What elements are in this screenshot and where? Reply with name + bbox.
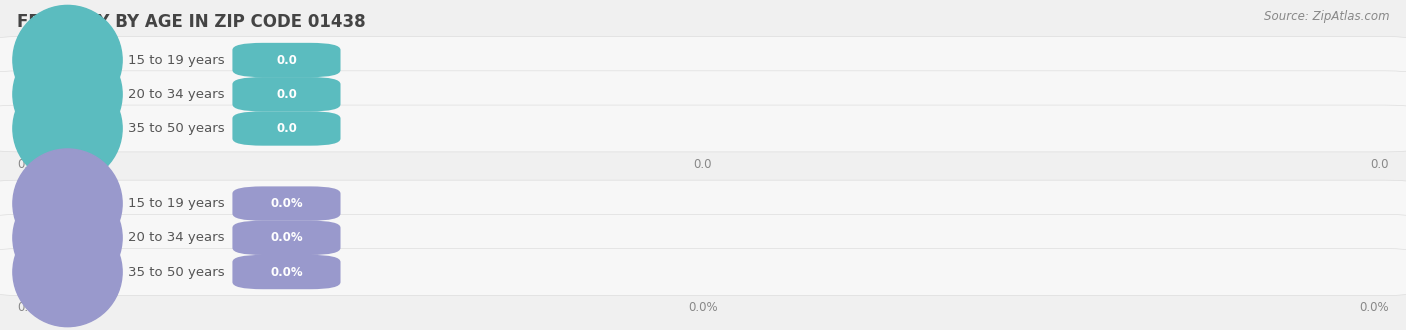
FancyBboxPatch shape bbox=[0, 180, 1406, 227]
FancyBboxPatch shape bbox=[0, 248, 1406, 295]
Ellipse shape bbox=[13, 217, 122, 327]
Text: Source: ZipAtlas.com: Source: ZipAtlas.com bbox=[1264, 10, 1389, 23]
Text: 0.0%: 0.0% bbox=[1360, 302, 1389, 314]
Text: 0.0%: 0.0% bbox=[270, 266, 302, 279]
Text: 0.0%: 0.0% bbox=[270, 197, 302, 210]
Text: 0.0: 0.0 bbox=[276, 122, 297, 135]
Ellipse shape bbox=[13, 5, 122, 115]
FancyBboxPatch shape bbox=[232, 255, 340, 289]
Ellipse shape bbox=[13, 40, 122, 149]
Text: FERTILITY BY AGE IN ZIP CODE 01438: FERTILITY BY AGE IN ZIP CODE 01438 bbox=[17, 13, 366, 31]
FancyBboxPatch shape bbox=[0, 214, 1406, 261]
FancyBboxPatch shape bbox=[0, 37, 1406, 83]
FancyBboxPatch shape bbox=[232, 221, 340, 255]
Text: 20 to 34 years: 20 to 34 years bbox=[128, 88, 224, 101]
Text: 35 to 50 years: 35 to 50 years bbox=[128, 122, 224, 135]
Text: 0.0%: 0.0% bbox=[688, 302, 718, 314]
Text: 20 to 34 years: 20 to 34 years bbox=[128, 231, 224, 244]
FancyBboxPatch shape bbox=[232, 43, 340, 77]
Text: 0.0: 0.0 bbox=[17, 158, 35, 171]
Text: 15 to 19 years: 15 to 19 years bbox=[128, 197, 224, 210]
FancyBboxPatch shape bbox=[0, 71, 1406, 118]
FancyBboxPatch shape bbox=[232, 111, 340, 146]
Ellipse shape bbox=[13, 183, 122, 292]
FancyBboxPatch shape bbox=[0, 105, 1406, 152]
Ellipse shape bbox=[13, 74, 122, 183]
Text: 0.0: 0.0 bbox=[276, 88, 297, 101]
Text: 0.0: 0.0 bbox=[1371, 158, 1389, 171]
Ellipse shape bbox=[13, 149, 122, 258]
Text: 0.0: 0.0 bbox=[693, 158, 713, 171]
Text: 15 to 19 years: 15 to 19 years bbox=[128, 53, 224, 67]
Text: 0.0%: 0.0% bbox=[17, 302, 46, 314]
Text: 35 to 50 years: 35 to 50 years bbox=[128, 266, 224, 279]
Text: 0.0%: 0.0% bbox=[270, 231, 302, 244]
FancyBboxPatch shape bbox=[232, 77, 340, 112]
Text: 0.0: 0.0 bbox=[276, 53, 297, 67]
FancyBboxPatch shape bbox=[232, 186, 340, 221]
